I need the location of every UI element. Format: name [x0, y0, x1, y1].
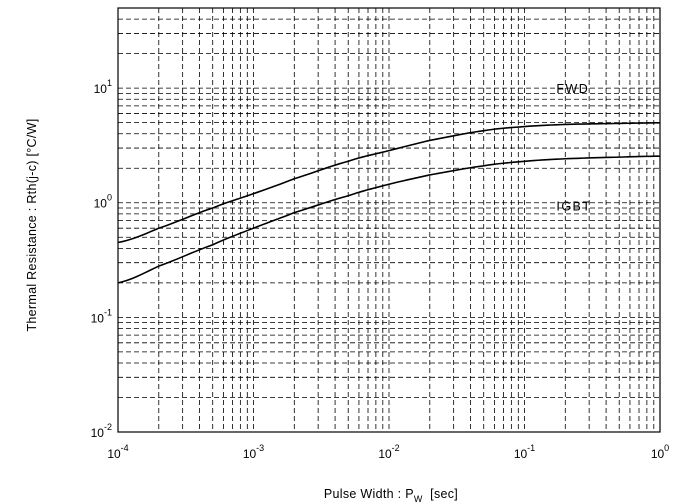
y-tick-label: 101: [94, 78, 112, 96]
y-tick-label: 10-2: [91, 422, 112, 440]
plot-frame: [117, 7, 661, 433]
x-tick-labels: 10-4 10-3 10-2 10-1 100: [107, 443, 669, 461]
x-tick-label: 10-4: [107, 443, 128, 461]
y-axis-label: Thermal Resistance : Rth(j-c) [°C/W]: [25, 118, 39, 331]
series-line-igbt: [117, 155, 661, 284]
y-tick-labels: 10-2 10-1 100 101: [91, 78, 112, 440]
x-axis-label: Pulse Width : PW [sec]: [324, 487, 458, 503]
y-tick-label: 10-1: [91, 307, 112, 325]
x-tick-label: 100: [651, 443, 669, 461]
x-tick-label: 10-3: [243, 443, 264, 461]
x-tick-label: 10-2: [378, 443, 399, 461]
series-line-fwd: [117, 122, 661, 244]
series-label-fwd: FWD: [556, 82, 589, 96]
grid-lines: [118, 8, 660, 432]
series-label-igbt: IGBT: [556, 199, 591, 213]
series-annotations: FWD IGBT: [556, 82, 591, 213]
series-curves: [117, 122, 661, 284]
y-tick-label: 100: [94, 193, 112, 211]
x-tick-label: 10-1: [514, 443, 535, 461]
